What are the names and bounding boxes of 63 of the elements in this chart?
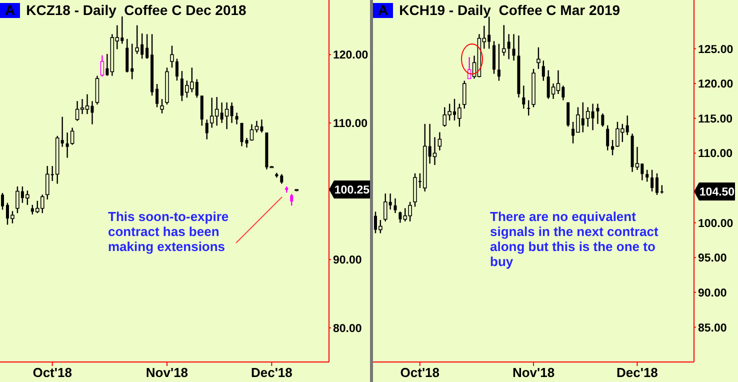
y-tick-label: 120.00 [333,50,368,62]
candlestick [1,192,4,210]
candlestick [591,103,594,131]
candlestick [280,174,284,184]
candlestick [95,75,100,106]
annotation: A [373,2,394,18]
candlestick [106,53,109,76]
candlestick [507,34,510,60]
candlestick [160,98,164,114]
candlestick [126,38,129,73]
x-tick-label: Oct'18 [400,365,440,380]
candlestick [224,102,229,130]
chart-title: KCZ18 - Daily Coffee C Dec 2018 [26,2,246,18]
y-tick-label: 80.00 [333,322,362,335]
annotation: There are no equivalent signals in the next contract along but this is the one to buy [490,209,660,269]
candlestick [502,24,506,56]
y-tick-label: 110.00 [698,148,733,160]
x-tick-label: Nov'18 [146,365,188,380]
candlestick [240,122,244,147]
candlestick [536,46,540,70]
candlestick [200,95,204,126]
candlestick [650,169,654,192]
x-tick-label: Dec'18 [250,365,292,380]
candlestick [596,103,600,125]
text: 104.50 [699,186,735,198]
text: 100.25 [334,184,370,197]
x-tick-label: Oct'18 [32,365,72,380]
x-tick-label: Dec'18 [616,365,658,380]
annotation: A [0,2,20,18]
candlestick [522,85,526,110]
candlestick [70,127,74,146]
candlestick [586,106,590,128]
candlestick [235,112,238,125]
candlestick [512,34,516,62]
y-tick-label: 115.00 [698,113,733,126]
chart-title: KCH19 - Daily Coffee C Mar 2019 [399,2,620,18]
candlestick [655,172,658,196]
candlestick [100,54,104,78]
candlestick [230,102,234,124]
candlestick [646,169,649,182]
y-tick-label: 125.00 [698,44,734,56]
candlestick [462,80,466,110]
y-tick-label: 95.00 [698,252,727,265]
candlestick [542,60,545,82]
candlestick [60,116,64,148]
candlestick [438,132,442,151]
candlestick [606,124,610,151]
candlestick [290,193,294,206]
candlestick [156,83,159,108]
candlestick [527,100,530,116]
x-tick-label: Nov'18 [512,365,555,380]
y-tick-label: 110.00 [333,118,368,130]
y-tick-label: 90.00 [698,287,727,300]
candlestick [497,43,500,82]
y-tick-label: 85.00 [698,322,727,334]
candlestick [601,112,604,128]
y-tick-label: 120.00 [698,78,734,91]
candlestick [566,102,570,128]
annotation: This soon-to-expire contract has been making extensions [108,209,230,254]
candlestick [394,198,397,214]
candlestick [146,34,149,60]
y-tick-label: 100.00 [698,218,734,230]
y-tick-label: 90.00 [333,254,362,267]
